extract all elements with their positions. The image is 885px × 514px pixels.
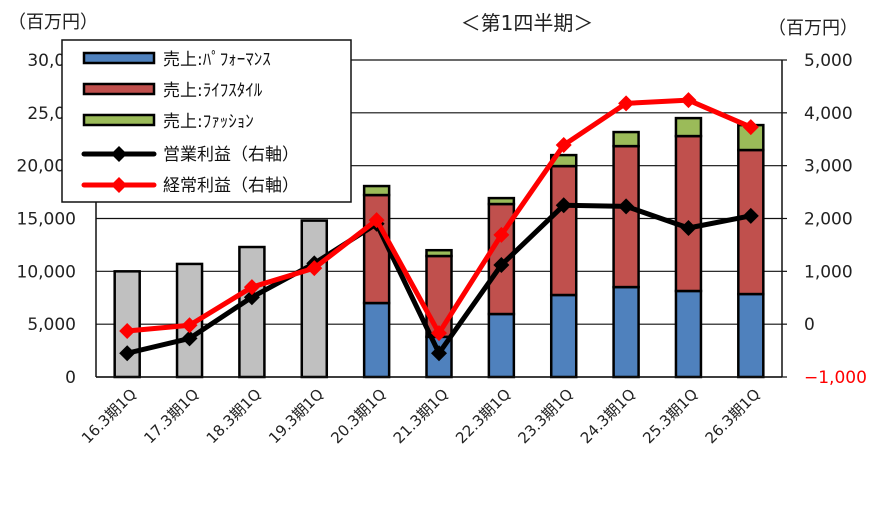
- legend-swatch-blue: [82, 51, 156, 65]
- legend-item-fashion: 売上:ﾌｧｯｼｮﾝ: [82, 112, 254, 132]
- x-tick-label: 18.3期1Q: [203, 385, 265, 447]
- diamond-marker-icon: [181, 317, 198, 334]
- x-tick-label: 22.3期1Q: [452, 385, 514, 447]
- diamond-marker-icon: [618, 95, 635, 112]
- diamond-marker-icon: [431, 345, 447, 362]
- bar-segment-0: [612, 285, 640, 379]
- bar-segment-2: [612, 130, 640, 148]
- diamond-marker-icon: [243, 289, 260, 306]
- right-tick-label: 1,000: [804, 262, 853, 282]
- bar-total-sales: [300, 219, 329, 379]
- bar-segment-2: [362, 184, 391, 197]
- x-tick-label: 19.3期1Q: [265, 385, 327, 447]
- diamond-marker-icon: [493, 226, 510, 243]
- bar-segment-1: [612, 144, 640, 289]
- left-tick-label: 20,000: [17, 157, 76, 177]
- lines: [119, 92, 759, 362]
- left-tick-label: 0: [65, 368, 76, 388]
- diamond-marker-icon: [181, 330, 198, 347]
- left-tick-label: 15,000: [17, 210, 76, 230]
- bar-segment-1: [362, 193, 391, 305]
- right-tick-label: 3,000: [804, 157, 853, 177]
- right-axis-unit: （百万円）: [768, 18, 858, 39]
- x-tick-label: 17.3期1Q: [140, 385, 202, 447]
- bar-segment-0: [737, 292, 765, 379]
- right-axis-ticks: −1,000 0 1,000 2,000 3,000 4,000 5,000: [804, 51, 867, 388]
- x-tick-label: 25.3期1Q: [639, 385, 701, 447]
- right-tick-label: 4,000: [804, 104, 853, 124]
- chart-title: ＜第1四半期＞: [461, 11, 594, 35]
- bar-segment-0: [362, 301, 391, 379]
- bar-segment-2: [487, 196, 516, 206]
- left-tick-label: 5,000: [27, 315, 76, 335]
- legend-swatch-green: [82, 113, 156, 127]
- right-tick-label: 5,000: [804, 51, 853, 71]
- legend-swatch-red: [82, 82, 156, 96]
- bar-segment-1: [425, 254, 453, 339]
- left-tick-label: 10,000: [17, 262, 76, 282]
- diamond-marker-icon: [618, 198, 635, 215]
- legend-item-lifestyle: 売上:ﾗｲﾌｽﾀｲﾙ: [82, 81, 263, 101]
- legend-item-performance: 売上:ﾊﾟﾌｫｰﾏﾝｽ: [82, 50, 271, 70]
- left-axis-unit: （百万円）: [8, 12, 98, 33]
- legend-label: 売上:ﾗｲﾌｽﾀｲﾙ: [163, 81, 263, 101]
- bar-segment-2: [425, 248, 453, 258]
- diamond-marker-icon: [306, 260, 323, 277]
- x-axis-labels: 16.3期1Q 17.3期1Q 18.3期1Q 19.3期1Q 20.3期1Q 21.3期…: [78, 385, 764, 447]
- legend-item-operating-profit: 営業利益（右軸）: [81, 145, 299, 165]
- legend-label: 経常利益（右軸）: [163, 176, 299, 196]
- x-tick-label: 23.3期1Q: [515, 385, 577, 447]
- diamond-marker-icon: [680, 92, 697, 109]
- diamond-marker-icon: [431, 325, 447, 342]
- bar-total-sales: [238, 245, 266, 379]
- right-tick-label: 0: [804, 315, 815, 335]
- diamond-marker-icon: [555, 197, 572, 214]
- diamond-marker-icon: [111, 177, 127, 193]
- bar-segment-1: [674, 134, 703, 293]
- bar-segment-0: [487, 312, 516, 379]
- x-tick-label: 26.3期1Q: [702, 385, 764, 447]
- diamond-marker-icon: [111, 146, 127, 162]
- x-tick-label: 24.3期1Q: [577, 385, 639, 447]
- legend-label: 売上:ﾌｧｯｼｮﾝ: [163, 112, 254, 132]
- diamond-marker-icon: [680, 220, 697, 237]
- right-tick-label: 2,000: [804, 210, 853, 230]
- bar-segment-1: [549, 164, 578, 297]
- legend-item-ordinary-profit: 経常利益（右軸）: [81, 176, 299, 196]
- right-tick-label: −1,000: [804, 368, 867, 388]
- legend: 売上:ﾊﾟﾌｫｰﾏﾝｽ 売上:ﾗｲﾌｽﾀｲﾙ 売上:ﾌｧｯｼｮﾝ 営業利益（右軸…: [61, 39, 352, 203]
- legend-label: 営業利益（右軸）: [163, 145, 299, 165]
- diamond-marker-icon: [119, 323, 136, 340]
- diamond-marker-icon: [243, 279, 260, 296]
- diamond-marker-icon: [742, 207, 759, 224]
- x-tick-label: 20.3期1Q: [327, 385, 389, 447]
- diamond-marker-icon: [555, 137, 572, 154]
- bar-segment-0: [549, 293, 578, 379]
- x-tick-label: 16.3期1Q: [78, 385, 140, 447]
- diamond-marker-icon: [368, 212, 385, 229]
- diamond-marker-icon: [119, 345, 136, 362]
- bar-segment-0: [674, 289, 703, 379]
- x-tick-label: 21.3期1Q: [390, 385, 452, 447]
- diamond-marker-icon: [742, 119, 759, 136]
- diamond-marker-icon: [493, 256, 510, 273]
- bar-segment-2: [674, 116, 703, 138]
- axes: [95, 59, 787, 378]
- legend-label: 売上:ﾊﾟﾌｫｰﾏﾝｽ: [163, 50, 271, 70]
